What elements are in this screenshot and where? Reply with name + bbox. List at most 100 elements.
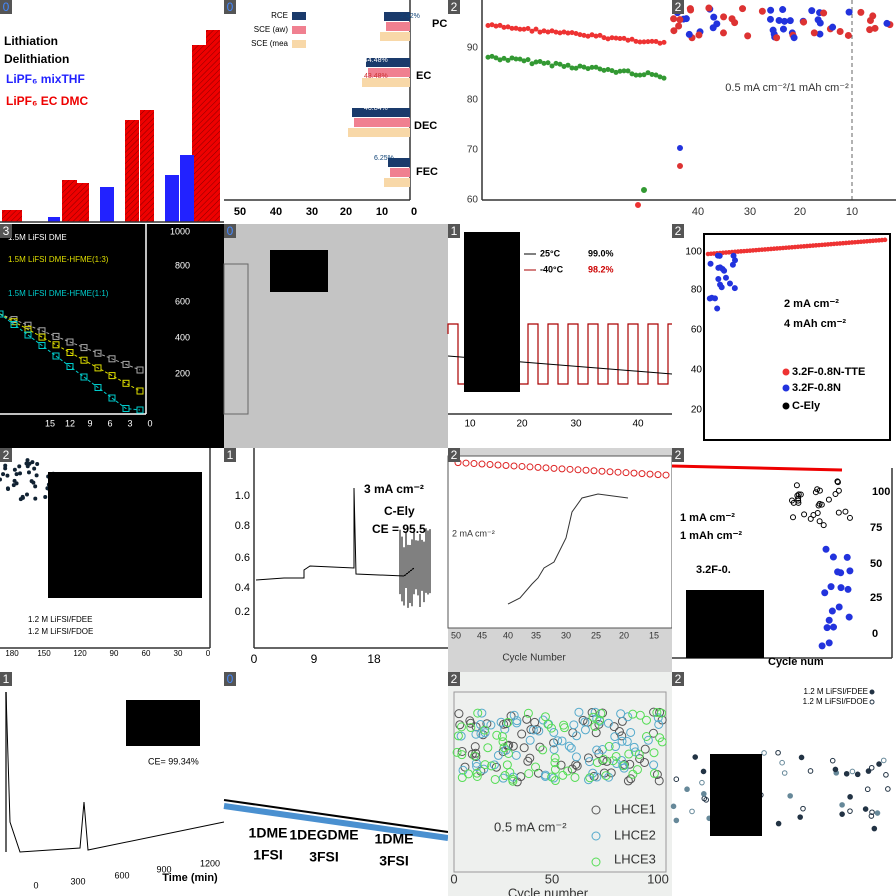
marker <box>588 712 598 722</box>
marker <box>714 305 721 312</box>
marker <box>470 742 480 752</box>
marker <box>537 58 543 64</box>
marker <box>653 72 659 78</box>
marker <box>533 26 539 32</box>
badge: 2 <box>3 448 10 462</box>
marker <box>566 465 574 473</box>
label: 46.84% <box>364 105 388 112</box>
label: 40 <box>632 419 644 430</box>
marker <box>677 145 683 151</box>
label: 1DME <box>249 825 288 841</box>
marker <box>591 805 601 815</box>
marker <box>540 712 550 722</box>
marker <box>583 753 593 763</box>
marker <box>829 23 837 31</box>
label: Lithiation <box>4 34 58 48</box>
marker <box>605 66 611 72</box>
marker <box>14 481 19 486</box>
marker <box>569 30 575 36</box>
marker <box>601 771 611 781</box>
label: 12 <box>65 418 75 428</box>
marker <box>797 491 804 498</box>
marker <box>656 708 666 718</box>
marker <box>452 747 462 757</box>
marker <box>598 467 606 475</box>
marker <box>589 64 595 70</box>
badge-background <box>224 224 236 238</box>
shape <box>686 590 764 658</box>
label: 0.5 mA cm⁻² <box>494 819 567 834</box>
marker <box>549 773 559 783</box>
label: 1000 <box>170 226 190 236</box>
marker <box>470 751 480 761</box>
badge: 2 <box>451 448 458 462</box>
marker <box>540 771 550 781</box>
marker <box>684 786 690 793</box>
label: CE = 95.5 <box>372 522 426 536</box>
marker <box>839 802 845 808</box>
tile: CE= 99.34% 0 300 600 900 1200 Time (min) 1 <box>0 672 225 896</box>
badge: 0 <box>227 672 234 686</box>
marker <box>814 16 822 24</box>
marker <box>517 56 523 62</box>
series-line <box>507 493 629 605</box>
badge-background <box>224 448 236 462</box>
marker <box>577 63 583 69</box>
shape <box>362 78 410 87</box>
marker <box>508 741 518 751</box>
marker <box>17 464 22 469</box>
badge-background <box>672 672 684 686</box>
marker <box>835 509 842 516</box>
marker <box>705 4 713 12</box>
marker <box>590 707 600 717</box>
marker <box>521 26 527 32</box>
marker <box>766 15 774 23</box>
tile: Lithiation Delithiation LiPF₆ mixTHF LiPF₆ … <box>0 0 224 224</box>
marker <box>529 61 535 67</box>
label: 3.2F-0. <box>696 564 731 576</box>
marker <box>590 467 598 475</box>
label: 20 <box>340 206 352 218</box>
marker <box>38 342 46 349</box>
marker <box>470 460 478 468</box>
marker <box>814 510 821 517</box>
series-line <box>5 691 225 853</box>
marker <box>715 276 722 283</box>
marker <box>617 68 623 74</box>
label: 10 <box>376 206 388 218</box>
label: 400 <box>175 332 190 342</box>
marker <box>531 762 541 772</box>
marker <box>591 857 601 867</box>
marker <box>12 467 17 472</box>
shape <box>165 175 179 222</box>
marker <box>66 363 74 370</box>
marker <box>52 341 60 349</box>
marker <box>781 770 788 776</box>
marker <box>30 460 35 465</box>
marker <box>814 486 821 493</box>
label: RCE <box>271 11 288 20</box>
marker <box>549 63 555 69</box>
tile-background <box>672 0 896 224</box>
label: 60 <box>467 195 479 206</box>
marker <box>505 57 511 63</box>
shape <box>48 472 202 598</box>
marker <box>94 349 102 357</box>
marker <box>592 745 602 755</box>
marker <box>27 461 32 466</box>
marker <box>782 368 790 376</box>
marker <box>483 743 493 753</box>
marker <box>573 31 579 37</box>
shape <box>2 210 22 222</box>
marker <box>485 22 491 28</box>
marker <box>638 470 646 478</box>
marker <box>526 463 534 471</box>
marker <box>617 731 627 741</box>
marker <box>14 472 19 477</box>
marker <box>517 26 523 32</box>
marker <box>654 719 664 729</box>
marker <box>486 720 496 730</box>
label: 60 <box>691 325 703 336</box>
marker <box>773 34 781 42</box>
marker <box>795 495 802 502</box>
